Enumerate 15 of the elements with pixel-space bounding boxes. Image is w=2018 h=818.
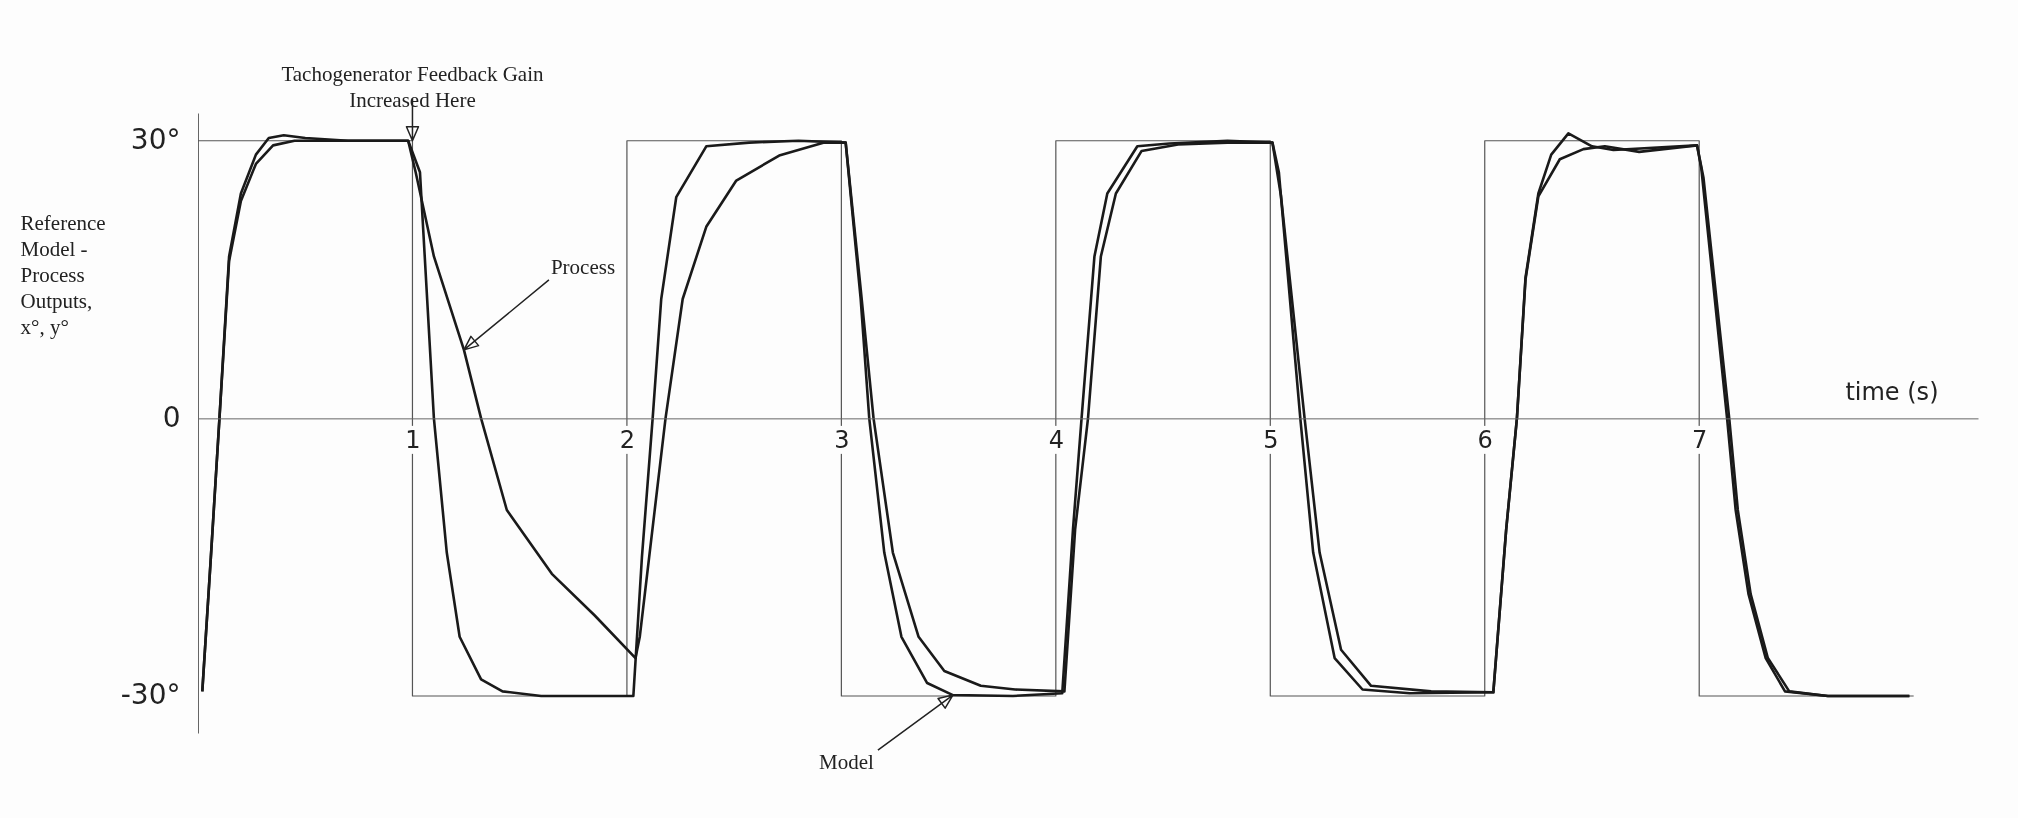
x-tick-label: 4 <box>1048 425 1064 454</box>
x-tick-label: 2 <box>619 425 636 454</box>
annotation: Tachogenerator Feedback Gain Increased Here <box>281 61 544 112</box>
x-tick-label: 3 <box>834 425 850 454</box>
x-tick-label: 6 <box>1477 425 1493 454</box>
annotation: Model <box>819 750 875 775</box>
y-tick-label: -30° <box>120 678 181 712</box>
y-tick-label: 30° <box>130 123 181 157</box>
annotation: Process <box>550 254 616 279</box>
x-tick-label: 5 <box>1263 425 1279 454</box>
x-axis-title: time (s) <box>1845 377 1939 406</box>
x-tick-label: 7 <box>1692 425 1708 454</box>
y-tick-label: 0 <box>162 400 181 434</box>
y-axis-title: Reference Model - Process Outputs, x°, y° <box>20 210 106 339</box>
x-tick-label: 1 <box>405 425 421 454</box>
